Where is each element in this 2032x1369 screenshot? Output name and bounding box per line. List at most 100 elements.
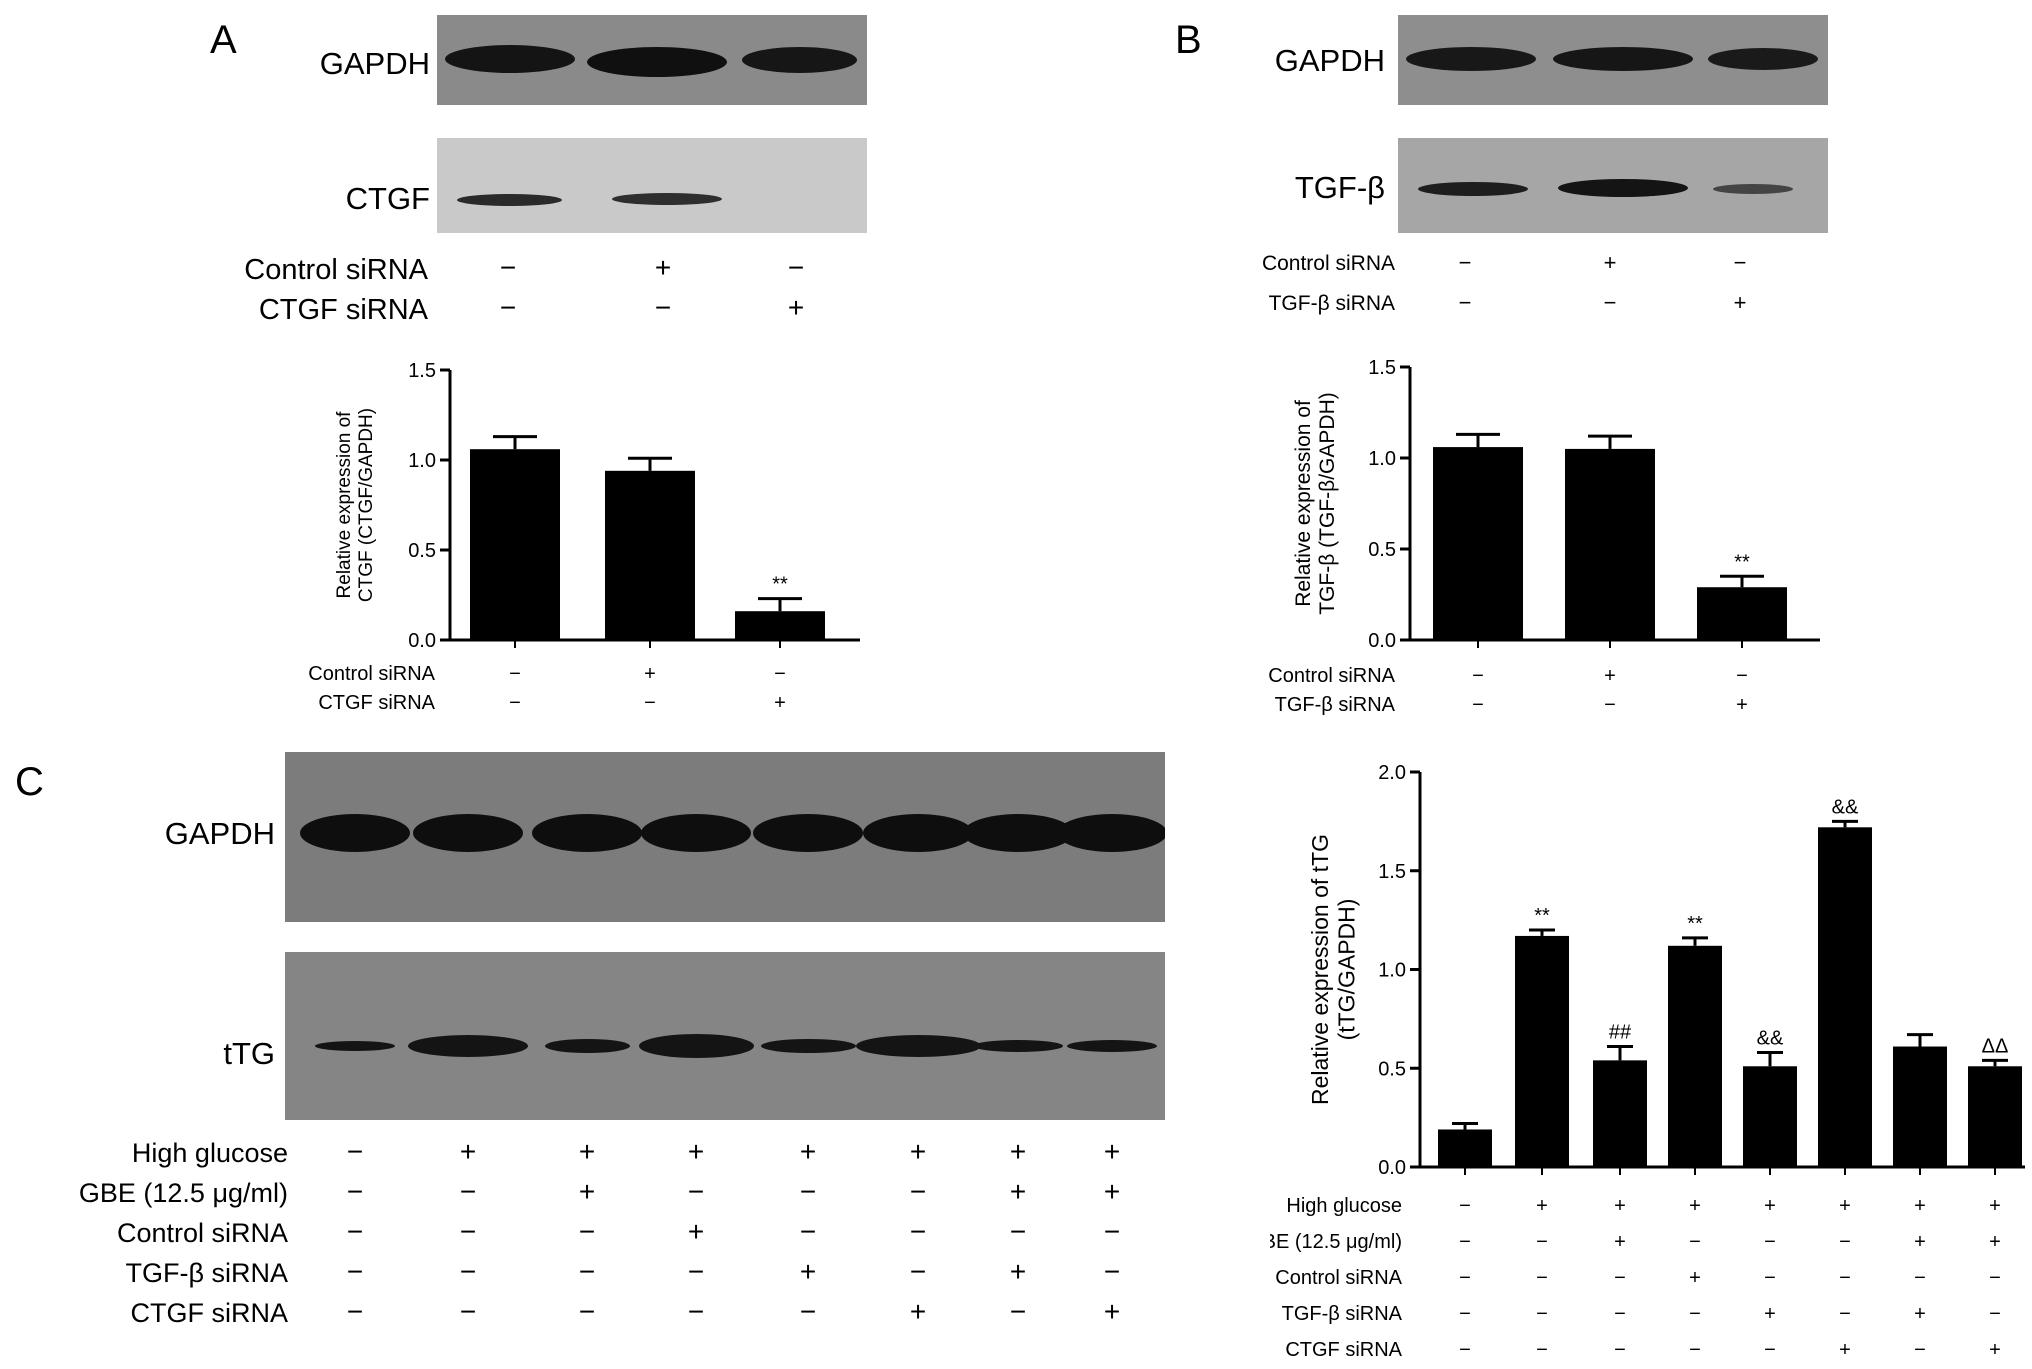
condition-sign: − (346, 1216, 364, 1247)
condition-sign: − (578, 1296, 596, 1327)
condition-label: Control siRNA (1261, 252, 1395, 275)
condition-sign: − (1614, 1267, 1626, 1289)
condition-sign: + (1614, 1195, 1626, 1217)
y-axis-label-line: Relative expression of (334, 411, 355, 599)
condition-sign: + (1764, 1303, 1776, 1325)
blot-label-gapdh-a: GAPDH (319, 46, 430, 81)
condition-sign: + (459, 1136, 477, 1167)
blot-gapdh-b (1398, 15, 1828, 105)
condition-sign: − (1459, 1231, 1471, 1253)
y-tick-label: 0.0 (408, 630, 436, 652)
y-tick-label: 2.0 (1378, 762, 1406, 784)
condition-label: GBE (12.5 μg/ml) (78, 1178, 288, 1208)
condition-sign: − (1459, 1339, 1471, 1361)
blot-label-gapdh-c: GAPDH (164, 816, 275, 851)
y-tick-label: 0.0 (1368, 630, 1396, 652)
condition-label: Control siRNA (116, 1218, 288, 1248)
y-axis-label: Relative expression ofTGF-β (TGF-β/GAPDH… (1292, 392, 1339, 614)
blot-gapdh-a (437, 15, 867, 105)
y-tick-label: 0.5 (1368, 539, 1396, 561)
condition-sign: − (774, 663, 786, 685)
condition-label: TGF-β siRNA (1275, 694, 1396, 716)
gapdh-band (1057, 814, 1165, 852)
ttg-band (855, 1035, 981, 1057)
condition-sign: + (1764, 1195, 1776, 1217)
significance-marker: && (1757, 1027, 1784, 1049)
condition-sign: − (1689, 1231, 1701, 1253)
blot-ctgf (437, 138, 867, 233)
ttg-band (973, 1040, 1063, 1052)
y-tick-label: 0.5 (408, 540, 436, 562)
condition-label: CTGF siRNA (258, 294, 428, 326)
condition-label: Control siRNA (308, 663, 435, 685)
panel-letter-a: A (210, 18, 237, 62)
condition-sign: − (1536, 1303, 1548, 1325)
condition-sign: − (1459, 1195, 1471, 1217)
condition-sign: − (1458, 250, 1472, 275)
condition-sign: − (1536, 1339, 1548, 1361)
bar (1743, 1066, 1797, 1167)
condition-sign: + (1989, 1195, 2001, 1217)
condition-sign: − (1689, 1339, 1701, 1361)
condition-label: CTGF siRNA (318, 692, 435, 714)
condition-sign: − (1458, 290, 1472, 315)
blot-tgfb (1398, 138, 1828, 233)
condition-sign: − (687, 1256, 705, 1287)
condition-sign: + (1989, 1231, 2001, 1253)
condition-label: TGF-β siRNA (125, 1258, 288, 1288)
condition-sign: − (687, 1176, 705, 1207)
condition-sign: + (687, 1216, 705, 1247)
condition-sign: − (1764, 1231, 1776, 1253)
panel-letter-c: C (15, 760, 44, 804)
condition-sign: + (1839, 1195, 1851, 1217)
condition-sign: − (1536, 1231, 1548, 1253)
bar (1818, 827, 1872, 1167)
condition-sign: − (1914, 1339, 1926, 1361)
condition-sign: − (644, 692, 656, 714)
y-tick-label: 1.5 (408, 360, 436, 382)
condition-sign: − (499, 292, 517, 323)
condition-sign: + (1736, 694, 1748, 716)
condition-sign: − (787, 252, 805, 283)
condition-label: High glucose (1286, 1195, 1402, 1217)
condition-label: Control siRNA (1275, 1267, 1402, 1289)
condition-sign: + (1839, 1339, 1851, 1361)
blot-label-gapdh-b: GAPDH (1274, 43, 1385, 78)
condition-sign: − (1733, 250, 1747, 275)
condition-label: CTGF siRNA (130, 1298, 289, 1328)
condition-sign: − (799, 1176, 817, 1207)
condition-sign: − (1839, 1231, 1851, 1253)
significance-marker: ## (1609, 1022, 1632, 1044)
condition-sign: + (1009, 1136, 1027, 1167)
condition-label: GBE (12.5 μg/ml) (1270, 1231, 1402, 1253)
condition-sign: − (459, 1256, 477, 1287)
condition-sign: − (346, 1296, 364, 1327)
condition-label: CTGF siRNA (1285, 1339, 1402, 1361)
condition-sign: − (578, 1216, 596, 1247)
condition-sign: − (654, 292, 672, 323)
gapdh-band (863, 814, 973, 852)
y-tick-label: 1.5 (1368, 357, 1396, 379)
y-tick-label: 0.0 (1378, 1157, 1406, 1179)
condition-sign: + (1603, 250, 1617, 275)
y-tick-label: 1.0 (408, 450, 436, 472)
condition-sign: − (1914, 1267, 1926, 1289)
y-axis-label-line: Relative expression of (1292, 400, 1315, 607)
condition-label: Control siRNA (1268, 665, 1395, 687)
condition-sign: − (1614, 1339, 1626, 1361)
condition-sign: − (1009, 1216, 1027, 1247)
ttg-band (638, 1034, 754, 1058)
condition-sign: − (1614, 1303, 1626, 1325)
condition-sign: + (654, 252, 672, 283)
condition-sign: − (1764, 1339, 1776, 1361)
condition-sign: − (1472, 665, 1484, 687)
condition-sign: − (1103, 1216, 1121, 1247)
condition-sign: − (909, 1216, 927, 1247)
condition-sign: + (1914, 1195, 1926, 1217)
gapdh-band (300, 814, 410, 852)
condition-sign: − (346, 1176, 364, 1207)
condition-sign: + (1989, 1339, 2001, 1361)
condition-sign: − (499, 252, 517, 283)
y-axis-label-line: CTGF (CTGF/GAPDH) (356, 408, 377, 602)
